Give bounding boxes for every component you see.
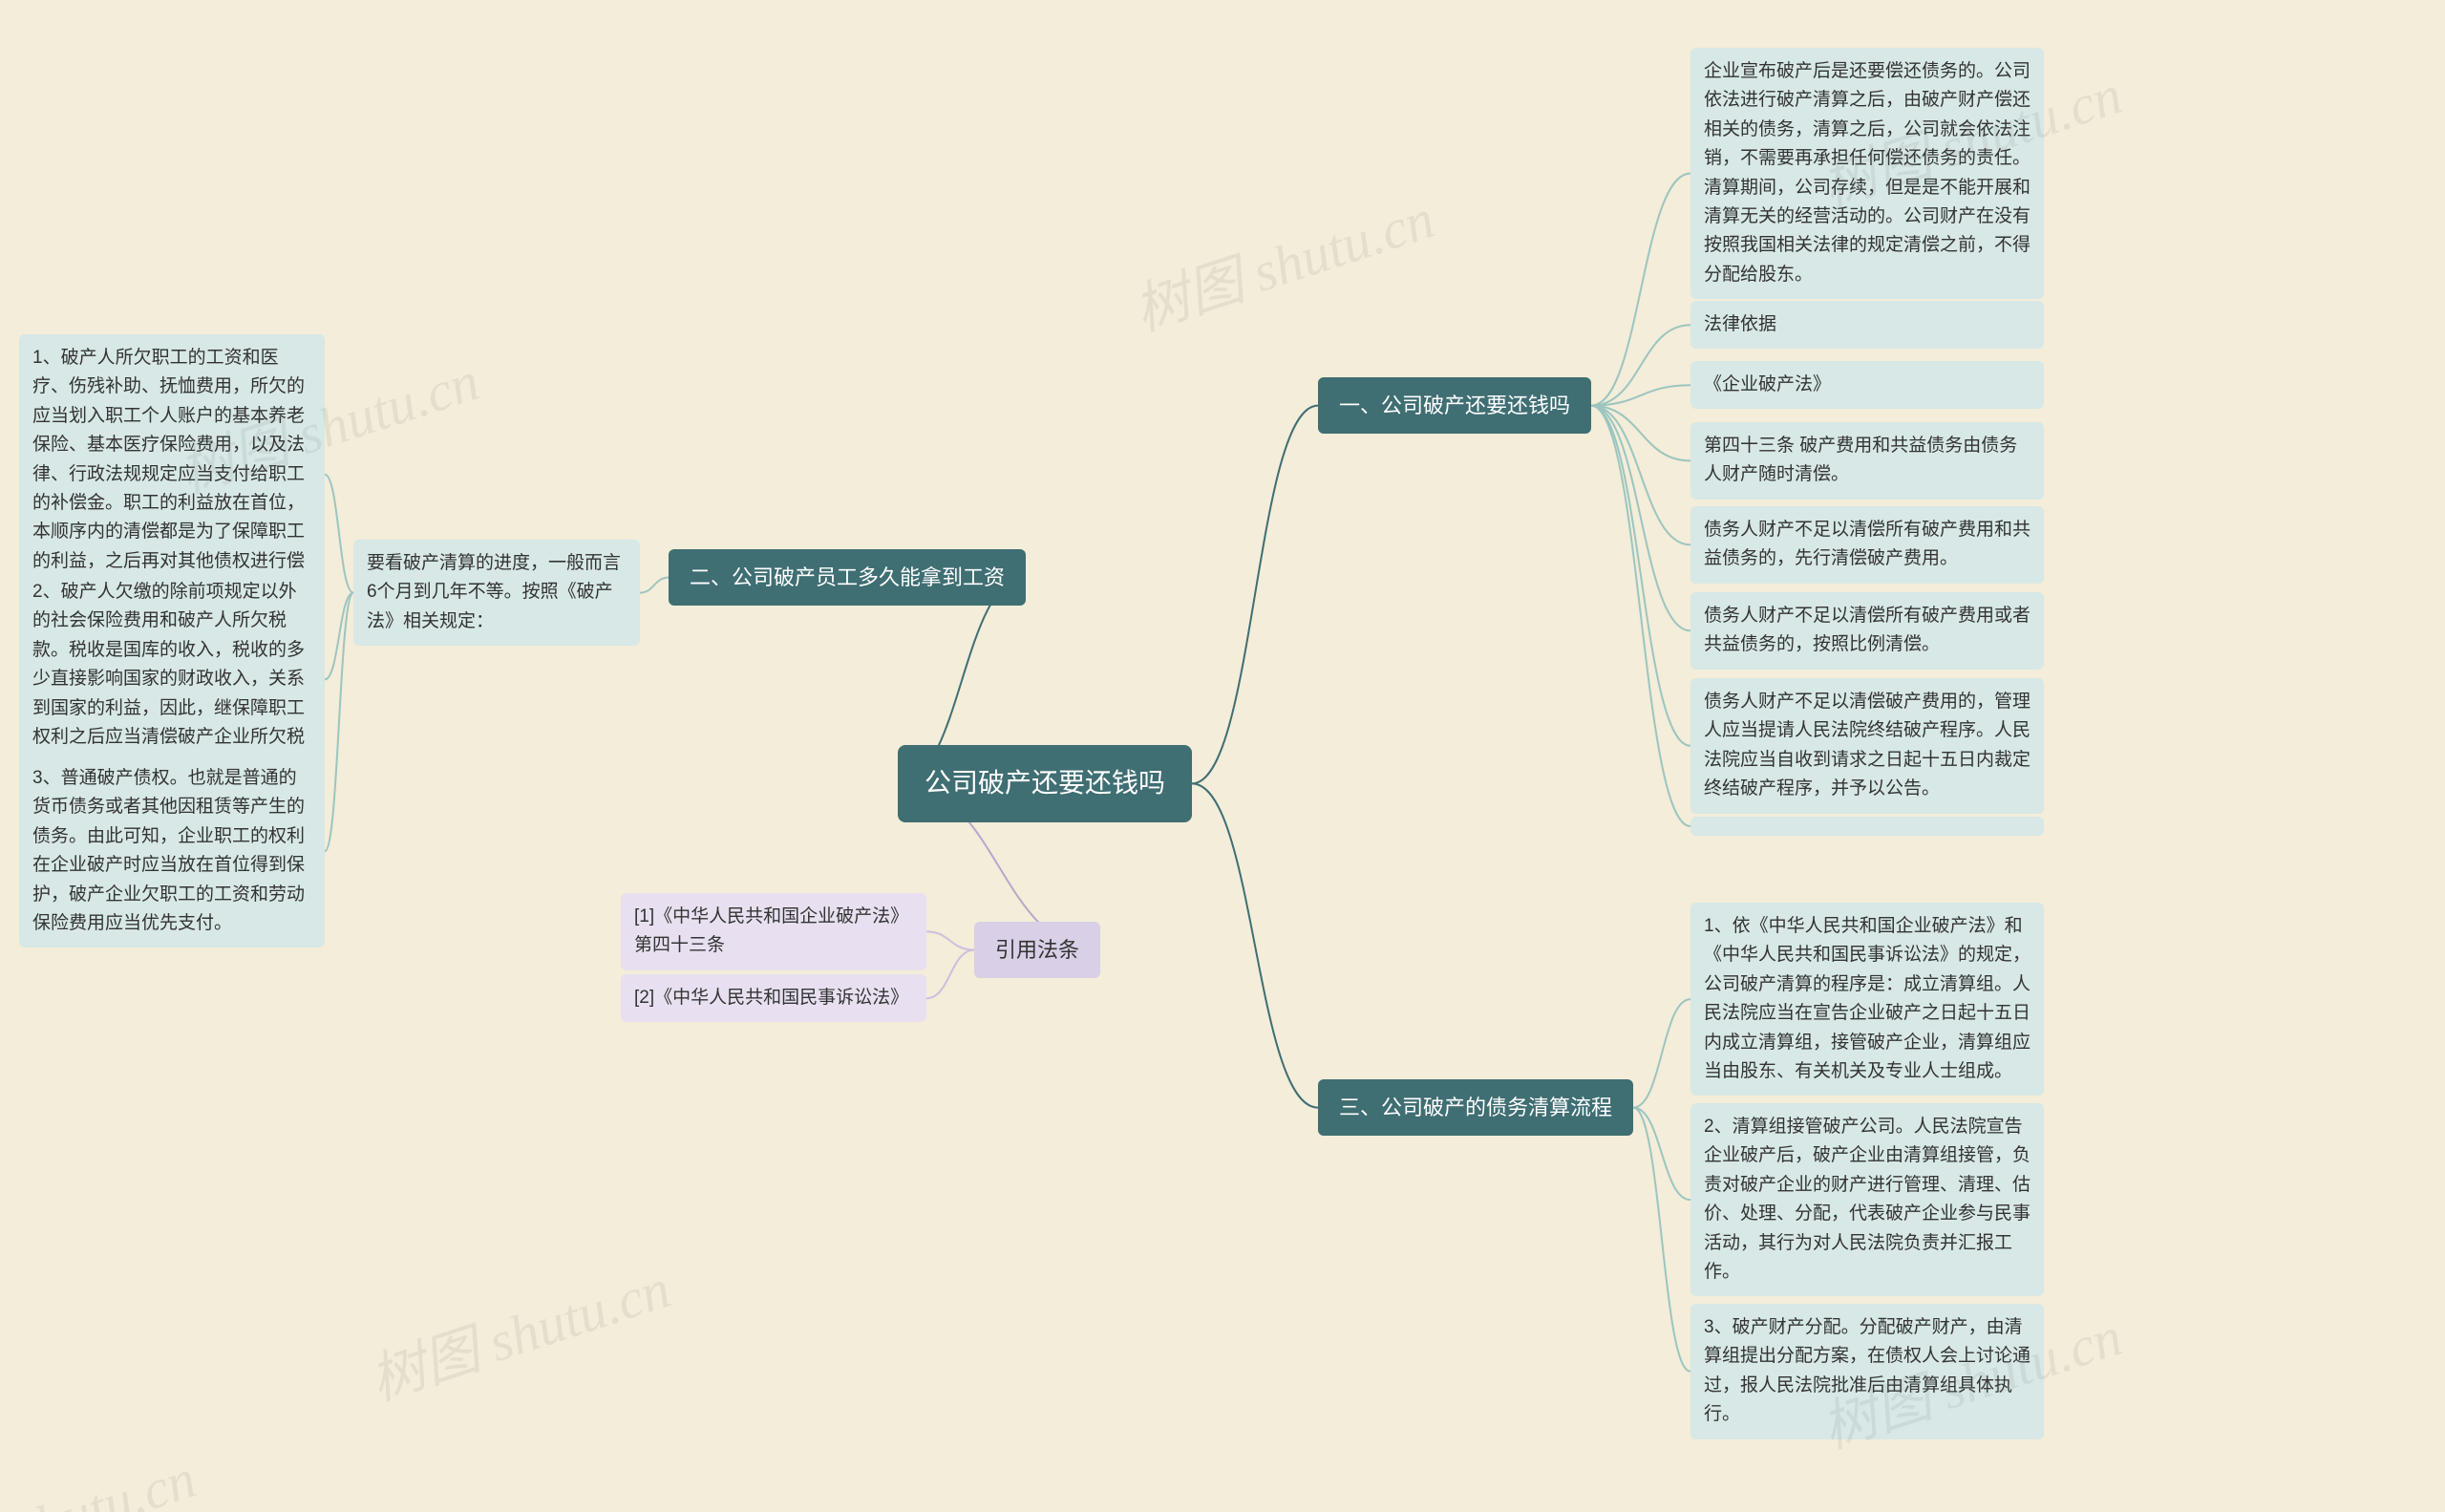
branch-2[interactable]: 二、公司破产员工多久能拿到工资 bbox=[669, 549, 1026, 606]
connector bbox=[640, 578, 669, 593]
branch-1[interactable]: 一、公司破产还要还钱吗 bbox=[1318, 377, 1591, 434]
connector bbox=[1591, 325, 1690, 405]
connector-layer bbox=[0, 0, 2445, 1512]
leaf-1-6[interactable]: 债务人财产不足以清偿所有破产费用或者共益债务的，按照比例清偿。 bbox=[1690, 592, 2044, 670]
connector bbox=[1591, 406, 1690, 545]
leaf-1-5[interactable]: 债务人财产不足以清偿所有破产费用和共益债务的，先行清偿破产费用。 bbox=[1690, 506, 2044, 584]
leaf-3-2[interactable]: 2、清算组接管破产公司。人民法院宣告企业破产后，破产企业由清算组接管，负责对破产… bbox=[1690, 1103, 2044, 1296]
leaf-1-1[interactable]: 企业宣布破产后是还要偿还债务的。公司依法进行破产清算之后，由破产财产偿还相关的债… bbox=[1690, 48, 2044, 299]
leaf-4-1[interactable]: [1]《中华人民共和国企业破产法》 第四十三条 bbox=[621, 893, 926, 970]
leaf-2-3[interactable]: 3、普通破产债权。也就是普通的货币债务或者其他因租赁等产生的债务。由此可知，企业… bbox=[19, 755, 325, 948]
leaf-1-3[interactable]: 《企业破产法》 bbox=[1690, 361, 2044, 409]
leaf-3-1[interactable]: 1、依《中华人民共和国企业破产法》和《中华人民共和国民事诉讼法》的规定，公司破产… bbox=[1690, 903, 2044, 1096]
leaf-4-2[interactable]: [2]《中华人民共和国民事诉讼法》 bbox=[621, 974, 926, 1022]
leaf-1-2[interactable]: 法律依据 bbox=[1690, 301, 2044, 349]
leaf-1-4[interactable]: 第四十三条 破产费用和共益债务由债务人财产随时清偿。 bbox=[1690, 422, 2044, 500]
connector bbox=[1591, 385, 1690, 405]
watermark: 树图 shutu.cn bbox=[358, 1244, 678, 1416]
leaf-3-3[interactable]: 3、破产财产分配。分配破产财产，由清算组提出分配方案，在债权人会上讨论通过，报人… bbox=[1690, 1304, 2044, 1439]
connector bbox=[1633, 1108, 1690, 1201]
connector bbox=[1633, 999, 1690, 1107]
connector bbox=[1591, 406, 1690, 461]
connector bbox=[926, 950, 974, 999]
watermark: 树图 shutu.cn bbox=[1122, 174, 1442, 346]
connector bbox=[1591, 406, 1690, 746]
leaf-2-0[interactable]: 要看破产清算的进度，一般而言6个月到几年不等。按照《破产法》相关规定： bbox=[353, 540, 640, 646]
connector bbox=[1192, 783, 1318, 1107]
leaf-1-7[interactable]: 债务人财产不足以清偿破产费用的，管理人应当提请人民法院终结破产程序。人民法院应当… bbox=[1690, 678, 2044, 814]
connector bbox=[325, 593, 353, 680]
connector bbox=[1591, 406, 1690, 631]
connector bbox=[926, 931, 974, 949]
connector bbox=[325, 475, 353, 593]
connector bbox=[325, 593, 353, 852]
connector bbox=[1591, 406, 1690, 826]
connector bbox=[1591, 174, 1690, 406]
connector bbox=[1192, 406, 1318, 784]
leaf-1-8[interactable] bbox=[1690, 817, 2044, 836]
branch-3[interactable]: 三、公司破产的债务清算流程 bbox=[1318, 1079, 1633, 1136]
watermark: 图 shutu.cn bbox=[0, 1434, 204, 1512]
root-node[interactable]: 公司破产还要还钱吗 bbox=[898, 745, 1192, 822]
branch-4[interactable]: 引用法条 bbox=[974, 922, 1100, 978]
connector bbox=[1633, 1108, 1690, 1372]
